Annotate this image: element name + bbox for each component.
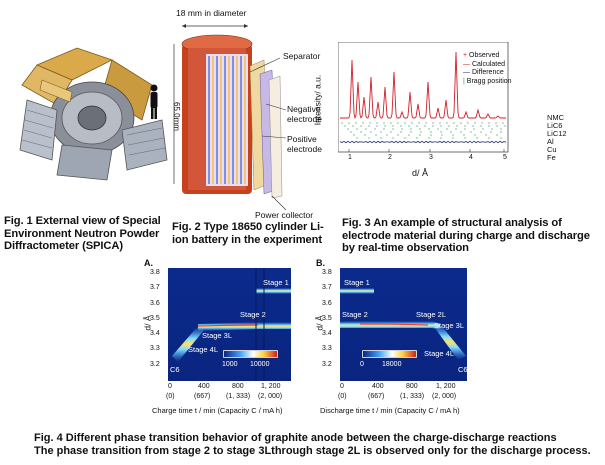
ytick: 3.5 bbox=[150, 314, 160, 322]
phase-label: LiC6 bbox=[547, 121, 563, 130]
xtick2: (1, 333) bbox=[226, 393, 251, 400]
cbar-min: 0 bbox=[360, 361, 364, 368]
height-label: 65.0mm bbox=[171, 102, 181, 131]
cbar-min: 1000 bbox=[222, 361, 238, 368]
stage-3l-label: Stage 3L bbox=[434, 321, 465, 330]
ytick: 3.8 bbox=[150, 269, 160, 276]
panelB-stage-labels: Stage 1 Stage 2 Stage 2L Stage 3L Stage … bbox=[340, 268, 468, 381]
xtick: 800 bbox=[232, 383, 244, 390]
legend-observed: Observed bbox=[469, 52, 500, 59]
spica-illustration bbox=[19, 47, 168, 181]
xtick: 0 bbox=[168, 383, 172, 390]
fig1-caption: Fig. 1 External view of Special Environm… bbox=[4, 215, 161, 252]
panelB-letter: B. bbox=[316, 258, 325, 268]
ytick: 3.6 bbox=[150, 299, 160, 307]
fig3-xtick: 4 bbox=[469, 154, 473, 161]
fig3-ylabel: Intensity/ a.u. bbox=[312, 74, 323, 126]
stage-2-label: Stage 2 bbox=[240, 310, 266, 319]
legend-calculated: Calculated bbox=[471, 60, 506, 68]
c6-label: C6 bbox=[458, 365, 468, 374]
fig3-xtick: 5 bbox=[503, 154, 507, 161]
fig3-legend: + Observed — Calculated — Difference | B… bbox=[463, 52, 512, 85]
c6-label: C6 bbox=[170, 365, 180, 374]
xtick2: (2, 000) bbox=[258, 393, 283, 400]
ytick: 3.4 bbox=[322, 330, 332, 338]
xtick2: (667) bbox=[368, 393, 385, 400]
cbar-max: 18000 bbox=[382, 361, 402, 368]
fig4-caption-line2: The phase transition from stage 2 to sta… bbox=[34, 445, 591, 457]
stage-1-label: Stage 1 bbox=[263, 278, 289, 287]
stage-3l-label: Stage 3L bbox=[202, 331, 233, 340]
ytick: 3.8 bbox=[322, 269, 332, 276]
phase-label: LiC12 bbox=[547, 129, 567, 138]
ytick: 3.4 bbox=[150, 330, 160, 338]
panelB-xlabel: Discharge time t / min (Capacity C / mA … bbox=[320, 406, 460, 415]
person-silhouette bbox=[150, 84, 158, 119]
stage-4l-label: Stage 4L bbox=[424, 349, 455, 358]
stage-2-label: Stage 2 bbox=[342, 310, 368, 319]
panelA-letter: A. bbox=[144, 258, 153, 268]
xtick2: (667) bbox=[194, 393, 211, 400]
ytick: 3.7 bbox=[322, 284, 332, 292]
separator-label: Separator bbox=[283, 51, 321, 61]
xtick: 400 bbox=[198, 383, 210, 390]
power-collector-label: Power collector bbox=[255, 210, 314, 220]
fig3-xtick: 2 bbox=[388, 154, 392, 161]
xtick2: (0) bbox=[338, 393, 347, 400]
panelB-yticks: 3.8 3.7 3.6 3.5 3.4 3.3 3.2 bbox=[322, 265, 332, 372]
battery-cutaway bbox=[173, 24, 287, 211]
phase-label: NMC bbox=[547, 113, 565, 122]
fig3-phases: NMC LiC6 LiC12 Al Cu Fe bbox=[547, 114, 567, 162]
phase-label: Al bbox=[547, 137, 554, 146]
ytick: 3.5 bbox=[322, 314, 332, 322]
positive-electrode-label: Positive electrode bbox=[287, 134, 322, 154]
panelA-xlabel: Charge time t / min (Capacity C / mA h) bbox=[152, 406, 283, 415]
ytick: 3.7 bbox=[150, 284, 160, 292]
stage-4l-label: Stage 4L bbox=[188, 345, 219, 354]
stage-2l-label: Stage 2L bbox=[416, 310, 447, 319]
fig2-caption: Fig. 2 Type 18650 cylinder Li-ion batter… bbox=[172, 221, 324, 246]
fig4-caption-line1: Fig. 4 Different phase transition behavi… bbox=[34, 432, 557, 444]
xtick: 400 bbox=[372, 383, 384, 390]
xtick2: (0) bbox=[166, 393, 175, 400]
phase-label: Cu bbox=[547, 145, 557, 154]
cbar-max: 10000 bbox=[250, 361, 270, 368]
panelA-contour bbox=[168, 268, 291, 381]
fig3-xtick: 1 bbox=[348, 154, 352, 161]
xtick: 800 bbox=[406, 383, 418, 390]
fig4-caption: Fig. 4 Different phase transition behavi… bbox=[34, 432, 604, 458]
panelA-stage-labels: Stage 1 Stage 2 Stage 3L Stage 4L C6 bbox=[168, 268, 291, 381]
xtick: 1, 200 bbox=[261, 383, 281, 390]
legend-bragg: Bragg position bbox=[466, 77, 512, 85]
stage-1-label: Stage 1 bbox=[344, 278, 370, 287]
fig3-xlabel: d/ Å bbox=[412, 168, 429, 178]
xtick2: (1, 333) bbox=[400, 393, 425, 400]
xtick: 1, 200 bbox=[436, 383, 456, 390]
xtick2: (2, 000) bbox=[432, 393, 457, 400]
fig3-xticks: 1 2 3 4 5 bbox=[345, 154, 525, 164]
phase-label: Fe bbox=[547, 153, 556, 162]
negative-electrode-label: Negative electrode bbox=[287, 104, 322, 124]
diameter-label: 18 mm in diameter bbox=[176, 8, 247, 18]
ytick: 3.3 bbox=[322, 345, 332, 353]
legend-difference: Difference bbox=[471, 69, 504, 76]
xtick: 0 bbox=[340, 383, 344, 390]
panelB-contour bbox=[340, 268, 467, 381]
ytick: 3.2 bbox=[150, 360, 160, 368]
fig3-xtick: 3 bbox=[429, 154, 433, 161]
ytick: 3.3 bbox=[150, 345, 160, 353]
panelA-yticks: 3.8 3.7 3.6 3.5 3.4 3.3 3.2 bbox=[150, 265, 160, 372]
fig3-caption: Fig. 3 An example of structural analysis… bbox=[342, 217, 590, 254]
ytick: 3.2 bbox=[322, 360, 332, 368]
ytick: 3.6 bbox=[322, 299, 332, 307]
fig3-plot bbox=[338, 42, 509, 153]
